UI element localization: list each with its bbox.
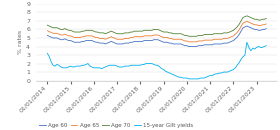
Line: 15-year Gilt yields: 15-year Gilt yields [47,42,266,79]
Y-axis label: % rates: % rates [18,30,23,54]
Line: Age 60: Age 60 [47,26,266,47]
Legend: Age 60, Age 65, Age 70, 15-year Gilt yields: Age 60, Age 65, Age 70, 15-year Gilt yie… [39,123,193,128]
Line: Age 70: Age 70 [47,16,266,36]
Line: Age 65: Age 65 [47,21,266,42]
